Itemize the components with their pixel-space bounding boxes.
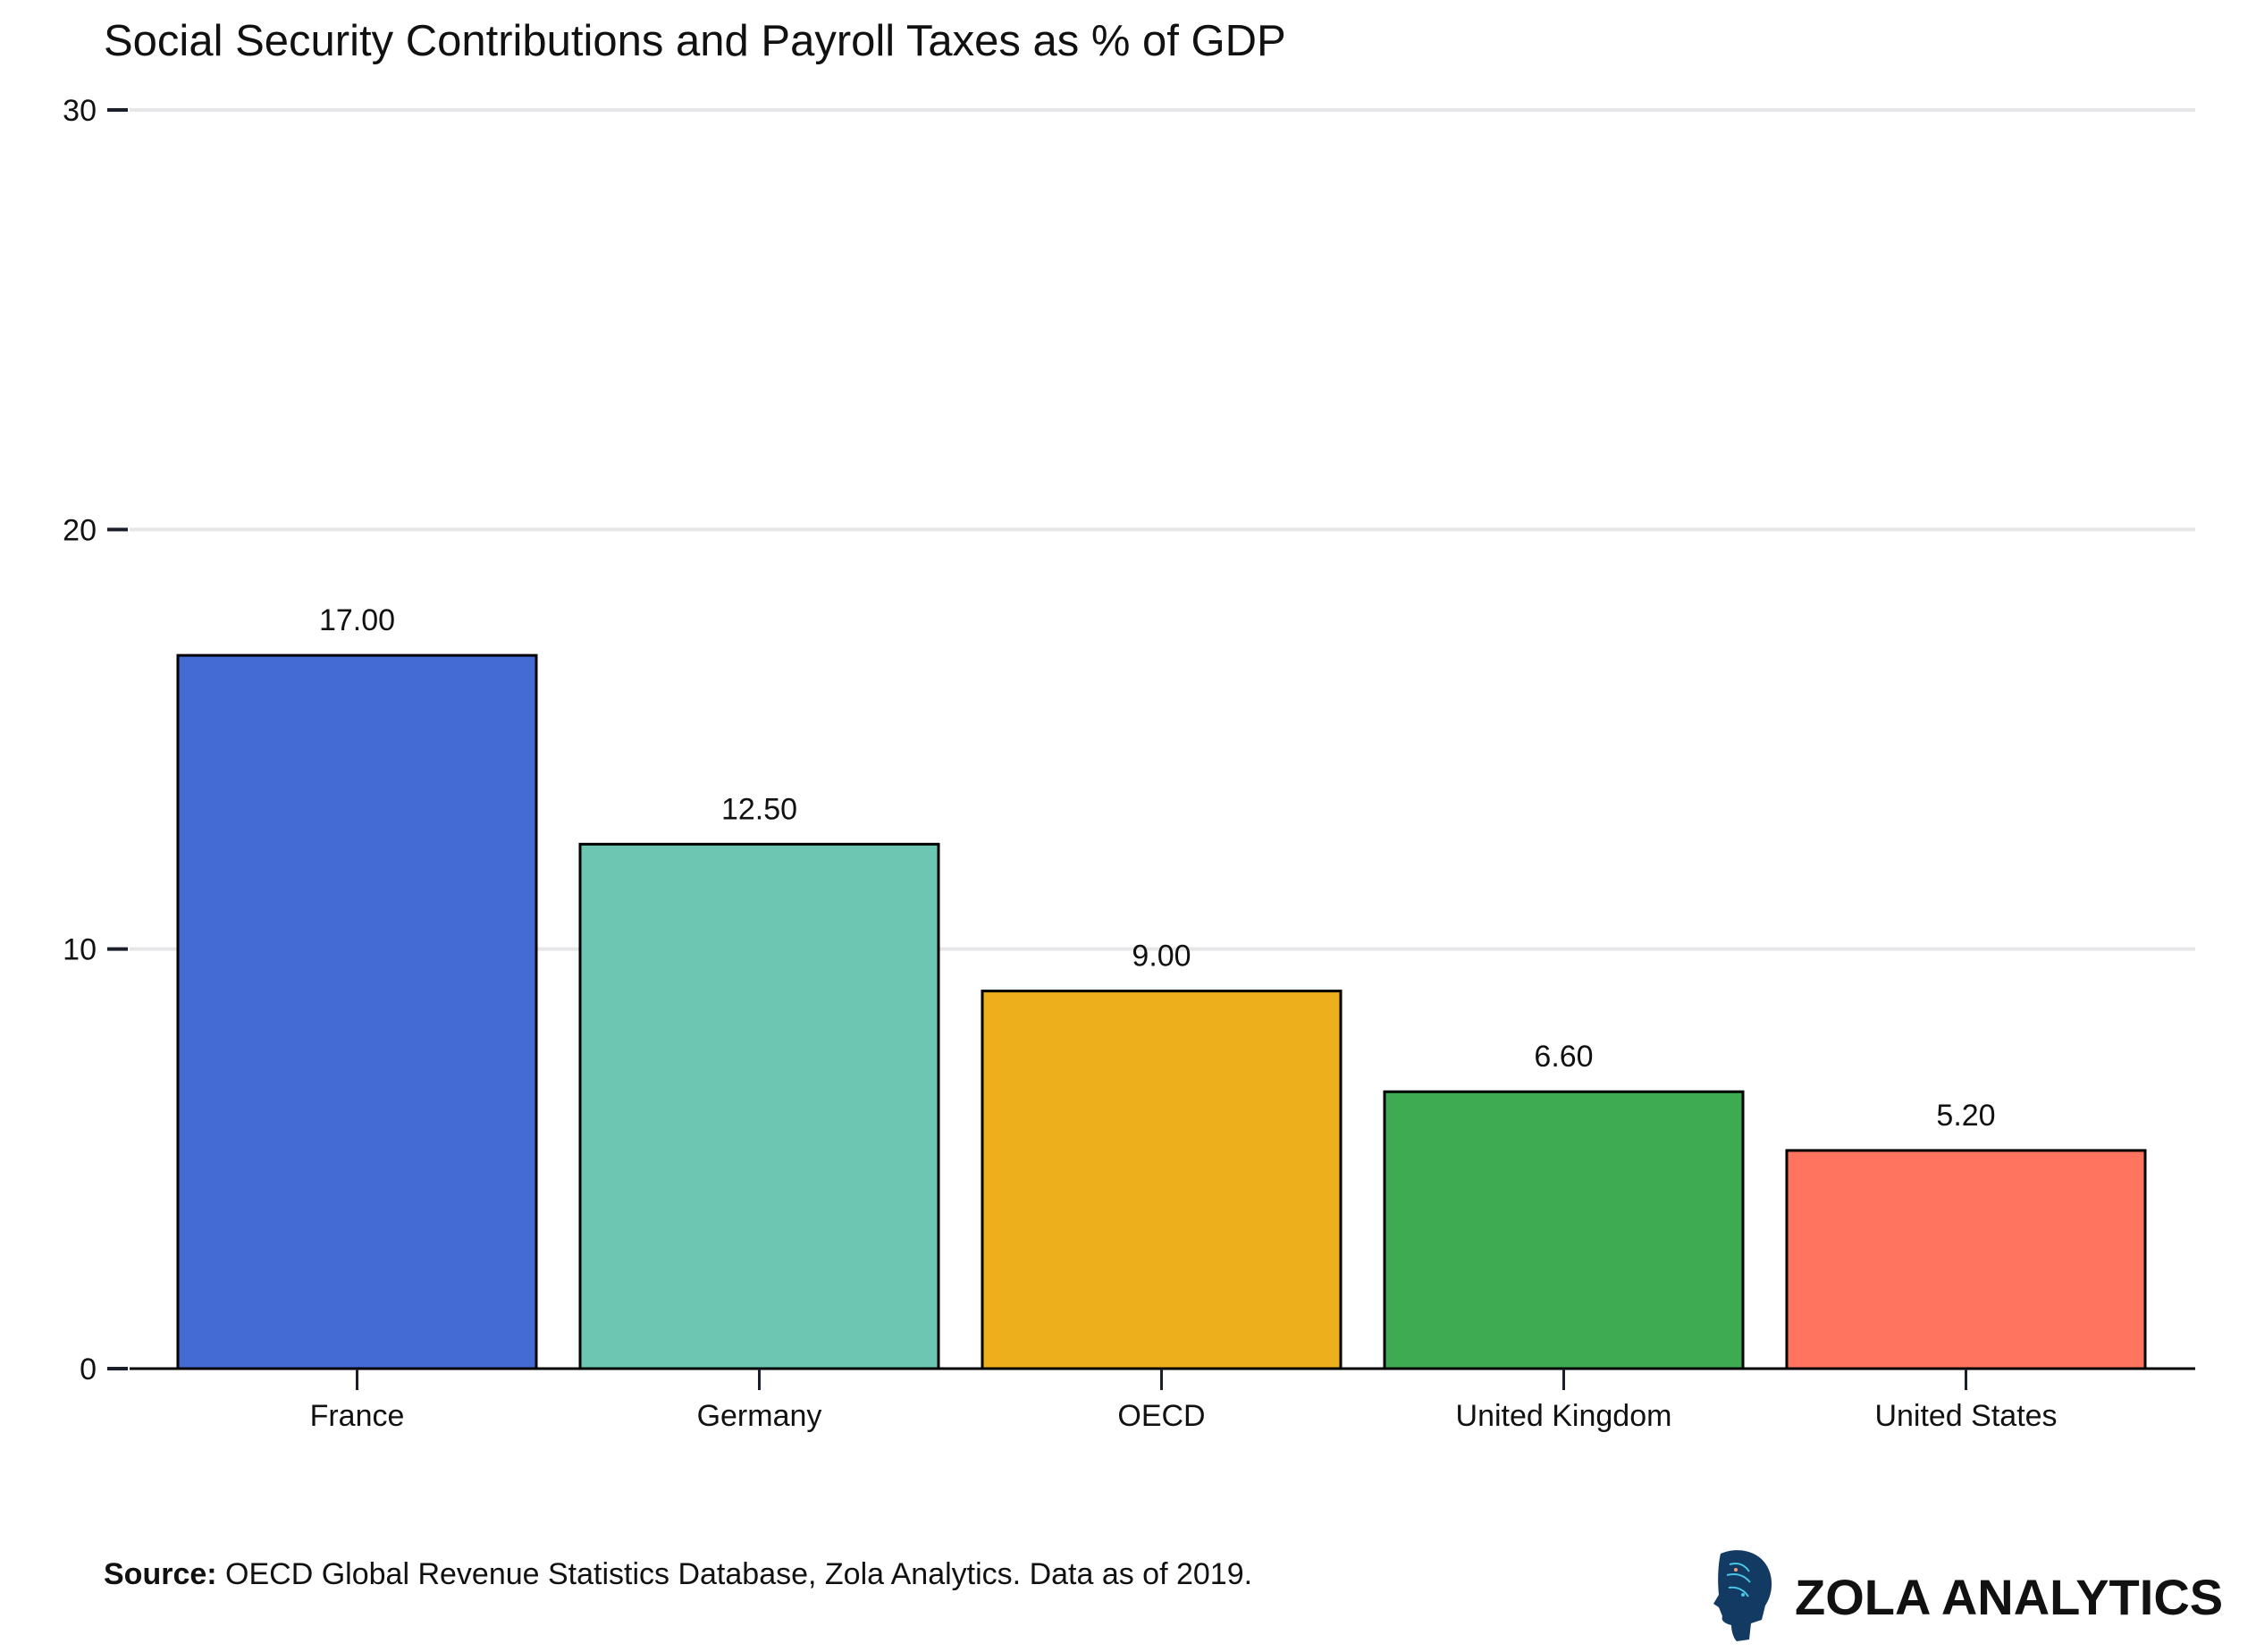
source-label: Source: bbox=[104, 1557, 217, 1591]
x-tick-label: Germany bbox=[697, 1399, 822, 1433]
x-tick-label: OECD bbox=[1117, 1399, 1205, 1433]
y-axis: 0 10 20 30 bbox=[63, 94, 128, 1386]
brand-name: ZOLA ANALYTICS bbox=[1795, 1569, 2223, 1625]
data-label: 9.00 bbox=[1132, 940, 1191, 974]
data-label: 12.50 bbox=[721, 792, 797, 826]
bar-united-kingdom bbox=[1383, 1090, 1745, 1370]
bar-united-states bbox=[1785, 1149, 2147, 1370]
brand-logo: ZOLA ANALYTICS bbox=[1713, 1550, 2223, 1641]
x-tick-label: United Kingdom bbox=[1456, 1399, 1672, 1433]
head-circuit-icon bbox=[1713, 1550, 1772, 1641]
y-tick-label: 30 bbox=[63, 94, 97, 128]
bar-france bbox=[176, 653, 538, 1370]
data-label: 17.00 bbox=[319, 603, 395, 637]
chart-title: Social Security Contributions and Payrol… bbox=[104, 17, 1286, 65]
bar-germany bbox=[578, 842, 940, 1370]
source-text: OECD Global Revenue Statistics Database,… bbox=[217, 1557, 1252, 1591]
x-axis: France Germany OECD United Kingdom United St… bbox=[130, 1367, 2195, 1433]
y-tick-label: 0 bbox=[80, 1353, 97, 1386]
source-note: Source: OECD Global Revenue Statistics D… bbox=[104, 1557, 1252, 1591]
y-tick-label: 10 bbox=[63, 933, 97, 967]
data-label: 5.20 bbox=[1936, 1099, 1995, 1133]
x-tick-label: United States bbox=[1874, 1399, 2057, 1433]
bar-oecd bbox=[981, 990, 1343, 1370]
bars: 17.00 12.50 9.00 6.60 5.20 bbox=[176, 603, 2147, 1370]
x-tick-label: France bbox=[310, 1399, 405, 1433]
y-tick-label: 20 bbox=[63, 513, 97, 547]
data-label: 6.60 bbox=[1534, 1040, 1593, 1074]
